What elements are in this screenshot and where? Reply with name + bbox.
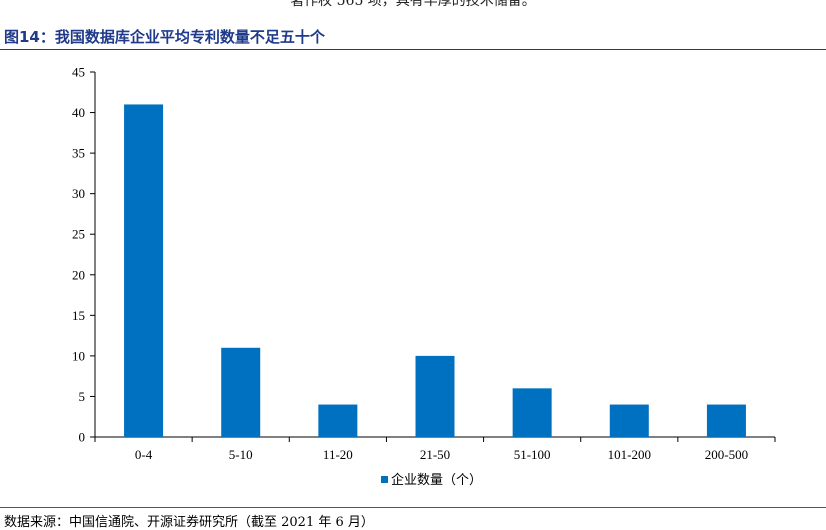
y-tick-label: 30: [72, 186, 85, 201]
x-axis: 0-4 5-10 11-20 21-50 51-100 101-200 200-500: [94, 436, 776, 462]
bar: [415, 355, 455, 437]
bar: [609, 404, 649, 437]
bar: [318, 404, 358, 437]
x-tick-label: 11-20: [323, 447, 353, 462]
bar: [706, 404, 746, 437]
bar: [512, 388, 552, 437]
x-tick-label: 5-10: [229, 447, 253, 462]
y-axis: 0 5 10 15 20 25 30 35 40 45: [72, 65, 96, 445]
y-tick-label: 25: [72, 227, 85, 242]
x-tick-label: 51-100: [514, 447, 551, 462]
source-note: 数据来源：中国信通院、开源证券研究所（截至 2021 年 6 月）: [4, 515, 374, 530]
y-tick-label: 20: [72, 267, 85, 282]
figure-title: 图14：我国数据库企业平均专利数量不足五十个: [4, 28, 325, 46]
title-rule: [0, 49, 826, 50]
y-tick-label: 0: [79, 430, 86, 445]
y-tick-label: 15: [72, 308, 85, 323]
legend-label: 企业数量（个）: [391, 472, 482, 488]
y-tick-label: 5: [79, 389, 86, 404]
header-text: 著作权 565 项，具有丰厚的技术储备。: [290, 0, 536, 9]
x-tick-label: 21-50: [420, 447, 450, 462]
x-tick-label: 200-500: [705, 447, 748, 462]
bar: [221, 347, 261, 437]
x-tick-label: 101-200: [608, 447, 651, 462]
y-tick-label: 45: [72, 65, 85, 80]
x-tick-label: 0-4: [135, 447, 153, 462]
legend: 企业数量（个）: [381, 472, 482, 488]
bar-chart: 0 5 10 15 20 25 30 35 40 45 0-4 5-10 11-20 21-50 51-1…: [72, 65, 776, 488]
y-tick-label: 35: [72, 146, 85, 161]
y-tick-label: 40: [72, 105, 85, 120]
source-rule: [0, 507, 826, 508]
y-tick-label: 10: [72, 348, 85, 363]
bars: [124, 104, 746, 437]
bar: [124, 104, 164, 437]
legend-swatch: [381, 476, 388, 483]
